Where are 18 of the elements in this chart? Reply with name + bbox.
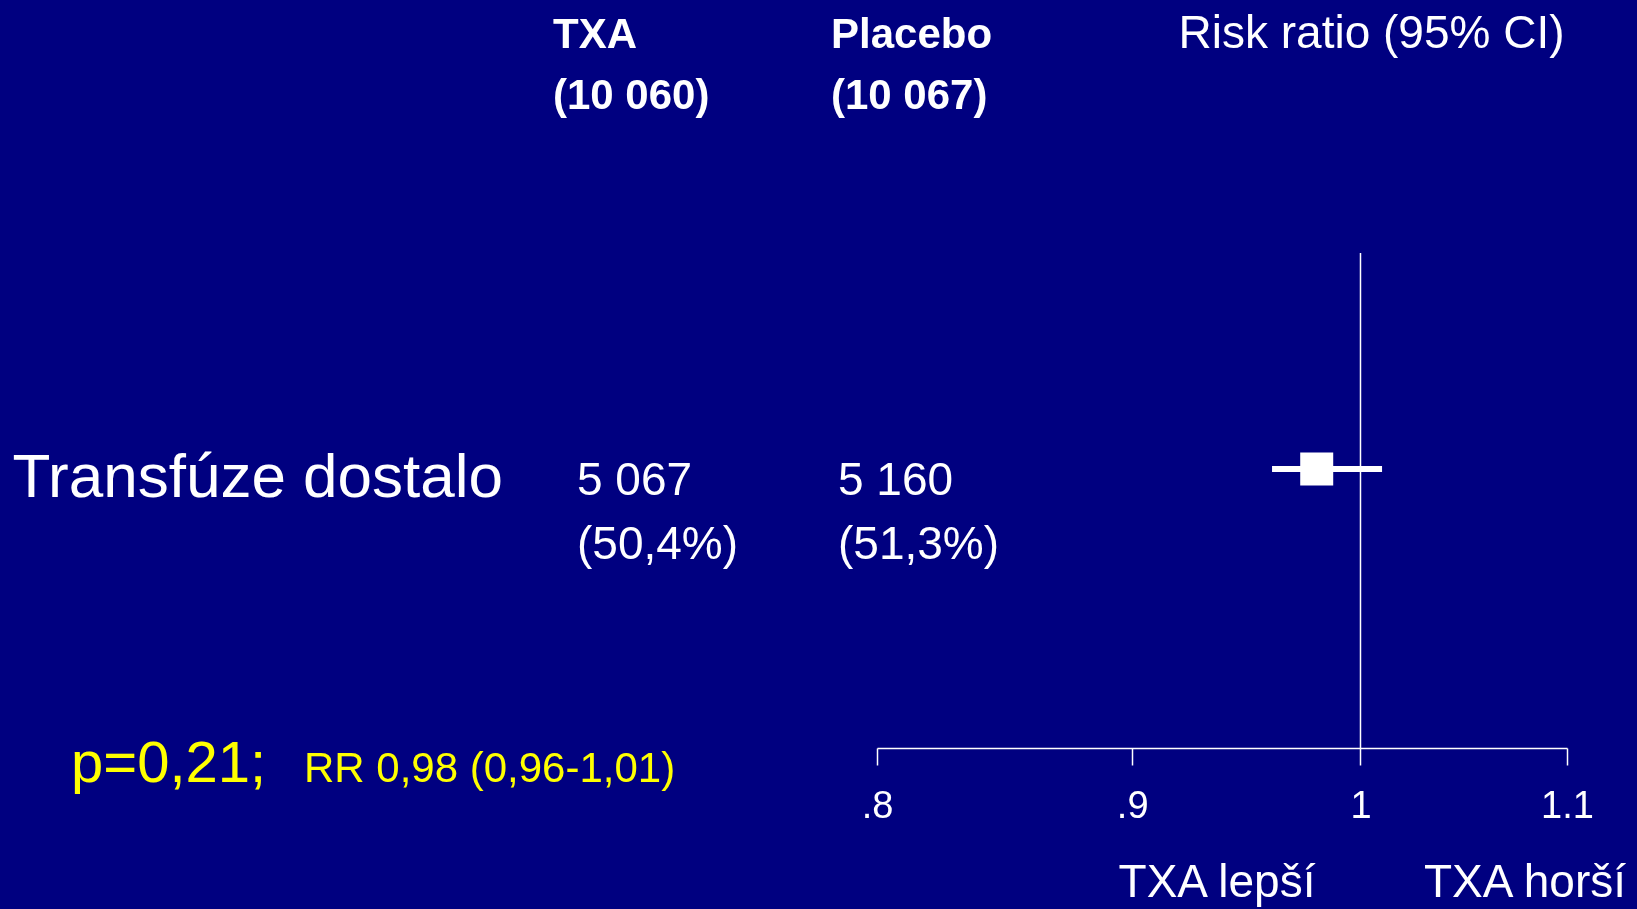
x-axis-title: Risk ratio (95% CI) [1178,5,1565,58]
x-tick-label: .9 [1116,783,1149,826]
x-tick-label: 1 [1350,783,1372,826]
text: RR 0,98 (0,96-1,01) [304,744,676,791]
text: (10 060) [553,71,710,118]
text: TXA lepší [1118,855,1316,907]
annotation: 5 160 [838,453,954,505]
x-tick-label: .8 [861,783,894,826]
text: 5 067 [577,453,693,505]
x-tick-label: 1.1 [1541,783,1594,826]
y-tick-label: Transfúze dostalo [12,440,504,510]
text: Placebo [831,10,993,57]
text: (10 067) [831,71,988,118]
annotation: (51,3%) [838,517,1000,569]
text: p=0,21; [71,729,267,794]
text: TXA horší [1424,855,1627,907]
text: (50,4%) [577,517,739,569]
text: TXA [553,10,637,57]
